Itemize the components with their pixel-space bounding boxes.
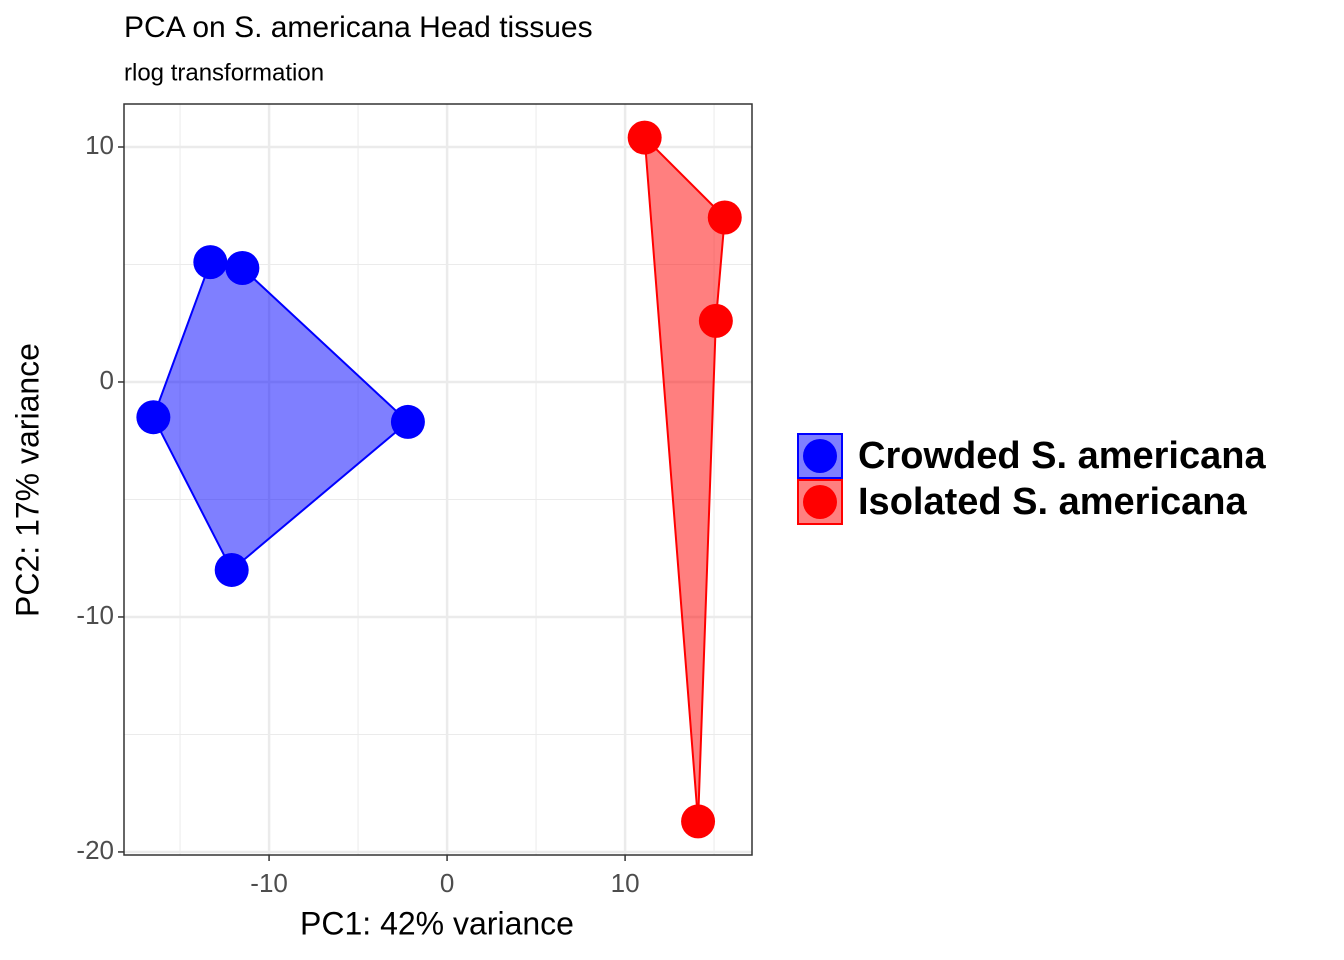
x-tick-label: 0 [440,868,454,898]
x-axis-title: PC1: 42% variance [300,905,574,941]
chart-title: PCA on S. americana Head tissues [124,11,593,44]
point [193,245,228,280]
y-tick-label: -10 [76,600,114,630]
point [225,251,260,286]
point [136,400,171,435]
legend-key-point [803,485,837,519]
point [698,303,733,338]
legend-key-point [803,439,837,473]
point [681,804,716,839]
y-tick-label: 10 [85,130,114,160]
legend-label: Crowded S. americana [858,435,1266,477]
plot-border [123,103,753,856]
point [707,200,742,235]
y-tick-label: -20 [76,835,114,865]
x-tick-label: -10 [250,868,288,898]
point [390,404,425,439]
point [627,120,662,155]
y-axis-title: PC2: 17% variance [9,343,45,617]
chart-subtitle: rlog transformation [124,59,324,86]
x-tick-label: 10 [611,868,640,898]
point [214,552,249,587]
y-tick-label: 0 [100,365,114,395]
legend-label: Isolated S. americana [858,481,1247,523]
